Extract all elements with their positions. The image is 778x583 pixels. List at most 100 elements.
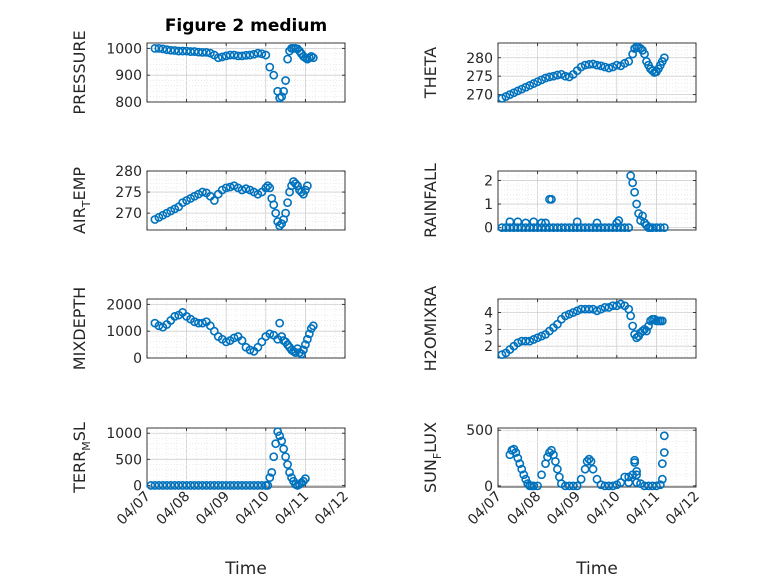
- data-point: [190, 317, 199, 327]
- data-point: [302, 181, 312, 191]
- y-axis-label: SUNFLUX: [421, 422, 444, 493]
- data-point: [269, 70, 279, 80]
- data-point: [576, 474, 586, 484]
- data-point: [620, 223, 630, 233]
- data-point: [285, 467, 294, 477]
- data-point: [529, 217, 539, 227]
- y-tick-label: 900: [115, 68, 142, 84]
- data-point: [277, 92, 287, 102]
- y-axis-label: AIRTEMP: [70, 167, 93, 234]
- plot-area: [498, 171, 696, 230]
- data-point: [541, 73, 550, 83]
- data-point: [291, 179, 300, 189]
- subplot-h2o-mixra: 234 H2OMIXRA: [421, 286, 697, 371]
- data-point: [582, 456, 592, 466]
- data-point: [628, 49, 638, 59]
- data-point: [596, 61, 606, 71]
- subplot-air-temp: 270 275 280 AIRTEMP: [70, 164, 346, 234]
- data-point: [299, 189, 308, 199]
- data-point: [265, 183, 275, 193]
- y-tick-label: 0: [484, 221, 493, 237]
- y-tick-label: 270: [115, 206, 142, 222]
- data-point: [657, 316, 667, 326]
- data-point: [560, 71, 570, 81]
- data-point: [229, 333, 239, 343]
- data-point: [263, 181, 273, 191]
- data-point: [572, 217, 582, 227]
- subplot-pressure: 800 900 1000 PRESSURE Figure 2 medium: [70, 16, 346, 115]
- data-point: [626, 311, 636, 321]
- data-point: [275, 431, 285, 441]
- data-point: [217, 52, 227, 62]
- y-axis-label: PRESSURE: [70, 30, 89, 114]
- data-point: [245, 50, 255, 60]
- data-point: [553, 464, 562, 474]
- x-axis-label: Time: [224, 559, 267, 579]
- axes-box: [146, 298, 346, 359]
- data-point: [624, 57, 634, 66]
- data-point: [271, 208, 281, 218]
- x-axis-label: Time: [575, 559, 618, 579]
- data-point: [521, 218, 531, 228]
- data-point: [588, 464, 598, 474]
- data-point: [245, 345, 255, 355]
- data-point: [194, 318, 203, 328]
- data-point: [630, 458, 640, 467]
- y-tick-label: 1: [484, 197, 493, 213]
- data-point: [253, 48, 263, 58]
- data-point: [632, 478, 641, 487]
- data-point: [608, 481, 618, 491]
- y-axis-label: TERRMSL: [70, 422, 93, 494]
- data-point: [237, 336, 247, 345]
- data-point: [604, 481, 614, 491]
- data-point: [261, 183, 271, 193]
- data-point: [592, 474, 602, 484]
- data-point: [225, 182, 235, 192]
- data-point: [515, 459, 525, 469]
- data-point: [547, 445, 556, 455]
- data-point: [241, 184, 251, 194]
- y-tick-label: 500: [466, 423, 493, 439]
- y-tick-label: 275: [115, 185, 142, 201]
- data-point: [283, 460, 292, 469]
- data-point: [513, 217, 523, 227]
- y-tick-label: 4: [484, 305, 493, 321]
- y-tick-label: 500: [115, 452, 142, 468]
- axes-box: [146, 42, 346, 103]
- data-point: [275, 221, 285, 231]
- data-point: [655, 223, 665, 233]
- data-point: [277, 436, 287, 446]
- data-point: [644, 321, 653, 331]
- plot-area: [147, 428, 345, 487]
- data-point: [257, 49, 267, 59]
- data-point: [549, 71, 558, 81]
- y-tick-label: 800: [115, 95, 142, 111]
- axes-box: [146, 170, 346, 231]
- data-point: [628, 178, 638, 188]
- data-point: [293, 181, 302, 191]
- data-point: [198, 318, 207, 328]
- data-point: [614, 216, 624, 225]
- data-point: [269, 200, 279, 210]
- y-axis-label: MIXDEPTH: [70, 287, 89, 370]
- data-point: [221, 337, 231, 347]
- data-point: [521, 336, 531, 346]
- data-point: [257, 481, 267, 490]
- figure-title: Figure 2 medium: [165, 16, 327, 36]
- data-point: [269, 452, 279, 462]
- data-point: [545, 72, 554, 82]
- data-point: [537, 218, 546, 228]
- data-point: [304, 329, 314, 339]
- y-tick-label: 2: [484, 339, 493, 355]
- data-point: [209, 196, 219, 205]
- data-point: [624, 223, 634, 233]
- data-point: [584, 454, 594, 464]
- data-point: [620, 472, 630, 482]
- data-point: [263, 481, 273, 490]
- y-tick-label: 275: [466, 69, 493, 85]
- data-point: [588, 59, 598, 69]
- data-point: [551, 456, 560, 466]
- data-point: [308, 53, 318, 63]
- data-point: [308, 321, 318, 331]
